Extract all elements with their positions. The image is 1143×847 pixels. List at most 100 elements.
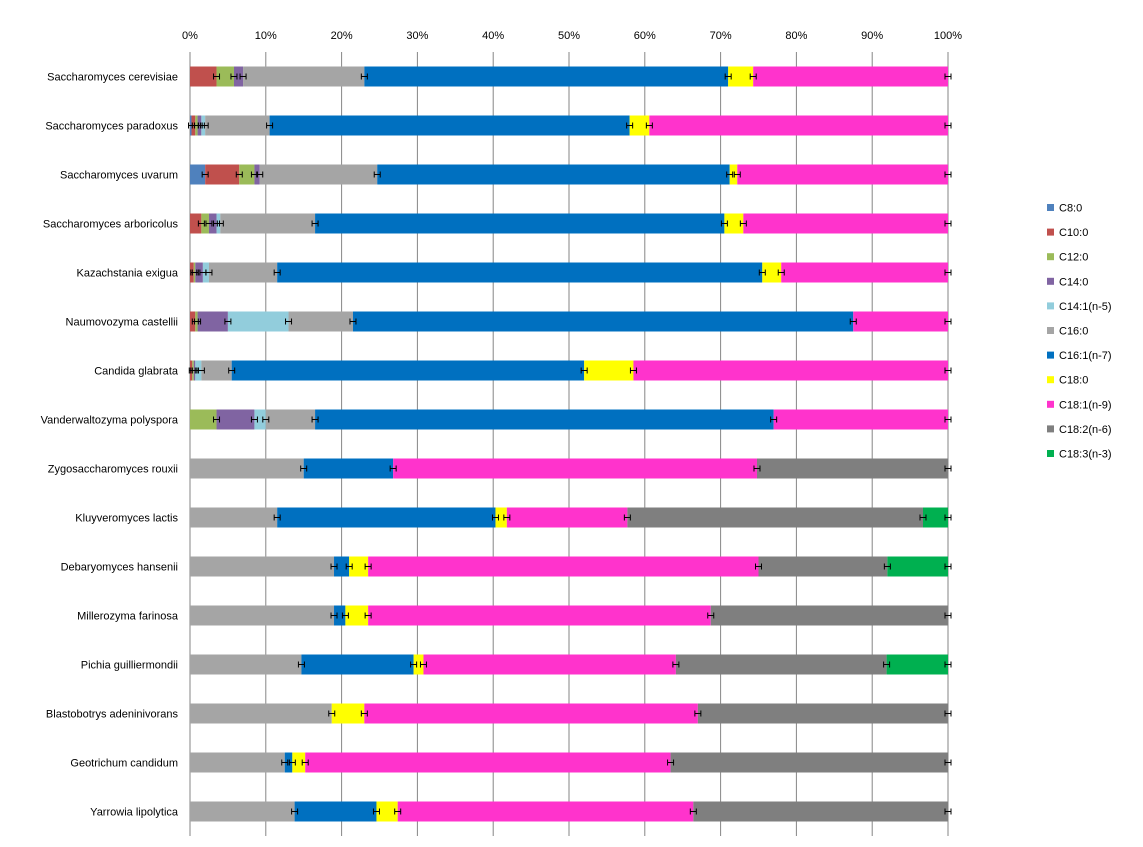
error-bar — [194, 318, 202, 325]
error-bar — [341, 612, 349, 619]
error-bar — [733, 171, 741, 178]
legend-swatch — [1047, 351, 1054, 359]
error-bar — [770, 416, 778, 423]
bar-segment-c18-0 — [724, 213, 744, 234]
legend-swatch — [1047, 450, 1054, 457]
bar-segment-c16-0 — [208, 262, 278, 283]
x-tick-label: 70% — [710, 30, 732, 42]
error-bar — [389, 465, 397, 472]
bar-segment-c14-0 — [208, 213, 217, 234]
legend-label: C14:1(n-5) — [1059, 301, 1112, 313]
bar-segment-c16-0 — [190, 458, 304, 479]
error-bar — [758, 269, 766, 276]
x-tick-label: 20% — [331, 30, 353, 42]
error-bar — [311, 416, 319, 423]
bar-segment-c12-0 — [190, 409, 217, 430]
error-bar — [883, 563, 891, 570]
legend-label: C16:0 — [1059, 326, 1088, 338]
x-tick-label: 40% — [482, 30, 504, 42]
error-bar — [944, 269, 952, 276]
category-label: Yarrowia lipolytica — [90, 807, 179, 819]
error-bar — [360, 710, 368, 717]
bar-segment-c14-1-n-5 — [254, 409, 266, 430]
error-bar — [944, 465, 952, 472]
bar-segment-c18-1-n-9 — [397, 801, 694, 822]
error-bar — [262, 416, 270, 423]
legend-swatch — [1047, 425, 1054, 433]
bar-segment-c12-0 — [239, 164, 255, 185]
bar-segment-c18-1-n-9 — [743, 213, 948, 234]
bar-segment-c16-0 — [190, 752, 285, 773]
error-bar — [944, 318, 952, 325]
error-bar — [205, 220, 213, 227]
category-label: Zygosaccharomyces rouxii — [48, 464, 178, 476]
bar-segment-c18-3-n-3 — [922, 507, 948, 528]
error-bar — [944, 759, 952, 766]
bar-segment-c16-1-n-7 — [294, 801, 377, 822]
category-label: Kluyveromyces lactis — [75, 513, 178, 525]
legend-swatch — [1047, 204, 1054, 211]
error-bar — [191, 269, 199, 276]
error-bars — [188, 73, 952, 815]
error-bar — [281, 759, 289, 766]
category-label: Saccharomyces arboricolus — [43, 219, 179, 231]
bar-segment-c18-1-n-9 — [506, 507, 628, 528]
bar-segment-c18-0 — [349, 556, 369, 577]
bar-segment-c18-2-n-6 — [627, 507, 923, 528]
category-label: Debaryomyces hansenii — [61, 562, 178, 574]
error-bar — [689, 808, 697, 815]
bar-segment-c18-0 — [495, 507, 507, 528]
error-bar — [364, 563, 372, 570]
bar-segment-c18-2-n-6 — [697, 703, 948, 724]
legend-label: C18:2(n-6) — [1059, 424, 1112, 436]
error-bar — [201, 122, 209, 129]
error-bar — [944, 661, 952, 668]
legend-label: C18:0 — [1059, 375, 1088, 387]
error-bar — [749, 73, 757, 80]
bar-segment-c18-1-n-9 — [773, 409, 948, 430]
legend-item-c16-0: C16:0 — [1047, 326, 1088, 338]
legend-swatch — [1047, 327, 1054, 334]
bar-segment-c16-0 — [205, 115, 270, 136]
bar-segment-c18-0 — [376, 801, 398, 822]
error-bar — [944, 122, 952, 129]
legend-label: C10:0 — [1059, 227, 1088, 239]
error-bar — [394, 808, 402, 815]
error-bar — [297, 661, 305, 668]
bar-segment-c16-0 — [259, 164, 378, 185]
legend-item-c8-0: C8:0 — [1047, 203, 1082, 215]
bar-segment-c16-1-n-7 — [231, 360, 585, 381]
error-bar — [216, 220, 224, 227]
legend-item-c16-1-n-7: C16:1(n-7) — [1047, 350, 1112, 362]
bar-segment-c14-0 — [195, 262, 203, 283]
bar-segment-c18-3-n-3 — [886, 654, 948, 675]
error-bar — [273, 514, 281, 521]
error-bar — [301, 759, 309, 766]
bar-segment-c18-1-n-9 — [364, 703, 698, 724]
bar-segment-c18-0 — [629, 115, 650, 136]
error-bar — [753, 465, 761, 472]
bar-segment-c16-0 — [190, 605, 335, 626]
bar-segment-c18-0 — [584, 360, 634, 381]
error-bar — [672, 661, 680, 668]
category-label: Candida glabrata — [94, 366, 179, 378]
error-bar — [419, 661, 427, 668]
error-bar — [944, 416, 952, 423]
bar-segment-c10-0 — [190, 66, 217, 87]
error-bar — [739, 220, 747, 227]
bar-segment-c18-1-n-9 — [368, 556, 759, 577]
error-bar — [919, 514, 927, 521]
error-bar — [285, 318, 293, 325]
category-labels: Saccharomyces cerevisiae Saccharomyces pa… — [41, 72, 179, 819]
bar-segment-c18-1-n-9 — [633, 360, 948, 381]
error-bar — [777, 269, 785, 276]
bar-segment-c18-0 — [762, 262, 782, 283]
bar-segment-c18-1-n-9 — [753, 66, 948, 87]
bar-segment-c18-2-n-6 — [670, 752, 948, 773]
legend-item-c18-3-n-3: C18:3(n-3) — [1047, 449, 1112, 461]
bar-segment-c16-1-n-7 — [364, 66, 729, 87]
bar-segment-c14-0 — [216, 409, 255, 430]
x-tick-label: 50% — [558, 30, 580, 42]
bar-segment-c16-0 — [201, 360, 232, 381]
error-bar — [328, 710, 336, 717]
